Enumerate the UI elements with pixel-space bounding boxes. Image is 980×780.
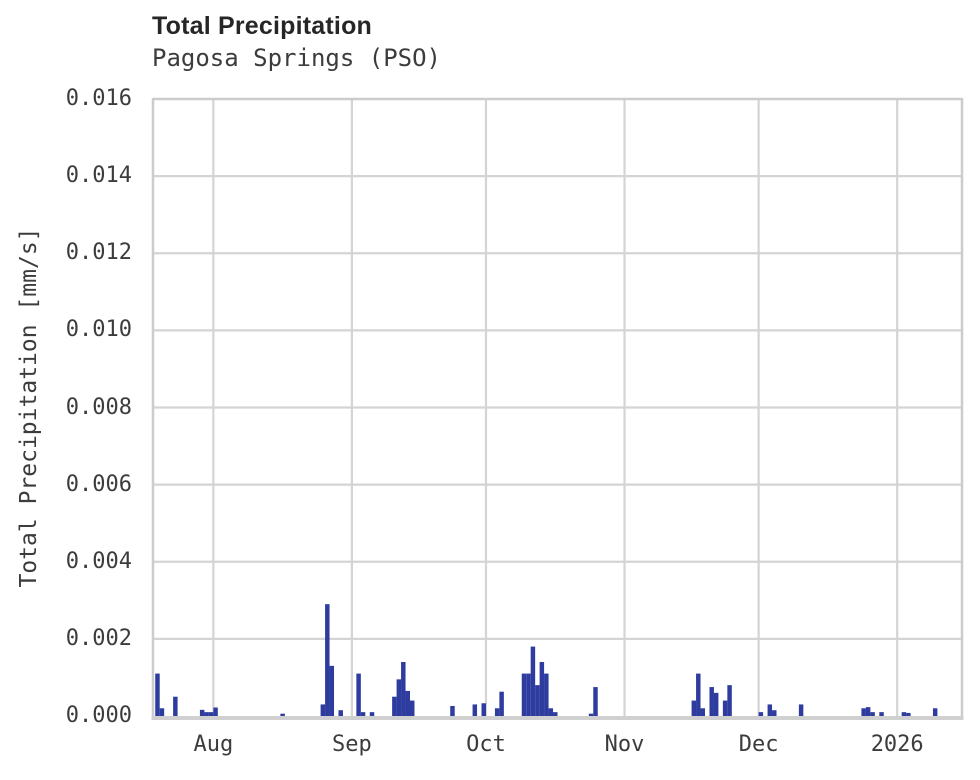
precipitation-bar xyxy=(906,712,911,718)
precipitation-bar xyxy=(208,712,214,718)
precipitation-bar xyxy=(405,690,411,718)
y-tick-label: 0.010 xyxy=(65,317,132,343)
precipitation-bar xyxy=(727,685,732,718)
precipitation-bar xyxy=(713,692,719,718)
precipitation-bar xyxy=(865,707,871,718)
precipitation-bar xyxy=(521,673,527,718)
precipitation-bar xyxy=(472,704,478,718)
precipitation-bar xyxy=(360,712,366,718)
precipitation-bar xyxy=(691,700,697,718)
precipitation-bar xyxy=(481,703,486,718)
precipitation-bar xyxy=(392,696,397,718)
x-tick-label: Nov xyxy=(604,732,645,757)
y-tick-label: 0.000 xyxy=(65,703,132,728)
y-tick-label: 0.012 xyxy=(65,240,132,266)
y-tick-label: 0.014 xyxy=(65,163,132,189)
chart-title: Total Precipitation xyxy=(152,12,373,40)
precipitation-bar xyxy=(722,700,728,718)
precipitation-bar xyxy=(199,709,205,718)
precipitation-bar xyxy=(499,691,504,718)
precipitation-bar xyxy=(553,712,558,718)
precipitation-bar xyxy=(213,707,218,718)
precipitation-bar xyxy=(548,708,554,718)
precipitation-bar xyxy=(544,673,549,718)
precipitation-bar xyxy=(450,705,455,718)
precipitation-bar xyxy=(401,662,406,718)
precipitation-bar xyxy=(767,704,773,718)
precipitation-bar xyxy=(879,712,884,718)
chart-subtitle: Pagosa Springs (PSO) xyxy=(152,44,441,72)
precipitation-bar xyxy=(530,646,536,718)
precipitation-bar xyxy=(870,712,875,718)
precipitation-bar xyxy=(325,604,330,718)
precipitation-bar xyxy=(329,665,335,718)
precipitation-bar xyxy=(369,712,375,718)
precipitation-bar xyxy=(700,708,705,718)
precipitation-bar xyxy=(410,700,415,718)
precipitation-bar xyxy=(526,673,531,718)
precipitation-bar xyxy=(280,713,285,718)
precipitation-bar xyxy=(709,687,714,718)
precipitation-bar xyxy=(396,679,402,718)
x-tick-label: Aug xyxy=(193,732,234,757)
y-tick-label: 0.008 xyxy=(65,394,132,420)
x-tick-label: Dec xyxy=(738,732,779,757)
y-tick-label: 0.004 xyxy=(65,548,132,574)
precipitation-bar xyxy=(861,708,866,718)
precipitation-bar xyxy=(798,704,804,718)
x-tick-label: Oct xyxy=(466,732,506,757)
precipitation-bar xyxy=(539,662,545,718)
precipitation-bar xyxy=(204,712,209,718)
y-tick-label: 0.006 xyxy=(65,471,132,497)
precipitation-bar xyxy=(593,687,598,718)
precipitation-bar xyxy=(173,696,178,718)
y-tick-label: 0.002 xyxy=(65,625,132,651)
precipitation-bar xyxy=(932,708,938,718)
precipitation-bar xyxy=(696,673,701,718)
precipitation-bar xyxy=(356,673,361,718)
precipitation-bar xyxy=(159,708,165,718)
x-tick-label: 2026 xyxy=(870,732,924,757)
precipitation-bar xyxy=(338,710,343,718)
x-tick-label: Sep xyxy=(332,732,372,757)
y-tick-label: 0.016 xyxy=(65,86,132,111)
precipitation-bar xyxy=(320,704,326,718)
precipitation-bar xyxy=(758,712,764,718)
precipitation-bar xyxy=(155,673,160,718)
precipitation-bar xyxy=(901,712,907,718)
precipitation-bar xyxy=(535,685,540,718)
precipitation-bar xyxy=(588,713,594,718)
precipitation-bar xyxy=(494,708,500,718)
precipitation-bar xyxy=(772,710,777,718)
